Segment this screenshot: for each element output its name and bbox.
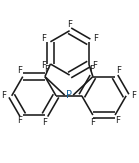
Text: F: F	[44, 65, 49, 74]
Text: F: F	[131, 91, 136, 100]
Text: F: F	[1, 91, 6, 100]
Text: F: F	[115, 116, 120, 125]
Text: F: F	[41, 61, 46, 70]
Text: F: F	[116, 66, 121, 75]
Text: P: P	[66, 90, 72, 100]
Text: F: F	[17, 116, 22, 125]
Text: F: F	[17, 66, 22, 75]
Text: F: F	[93, 34, 98, 43]
Text: F: F	[89, 65, 94, 74]
Text: F: F	[42, 118, 47, 127]
Text: F: F	[41, 34, 46, 43]
Text: F: F	[67, 21, 72, 30]
Text: F: F	[90, 118, 95, 127]
Text: F: F	[92, 61, 97, 70]
